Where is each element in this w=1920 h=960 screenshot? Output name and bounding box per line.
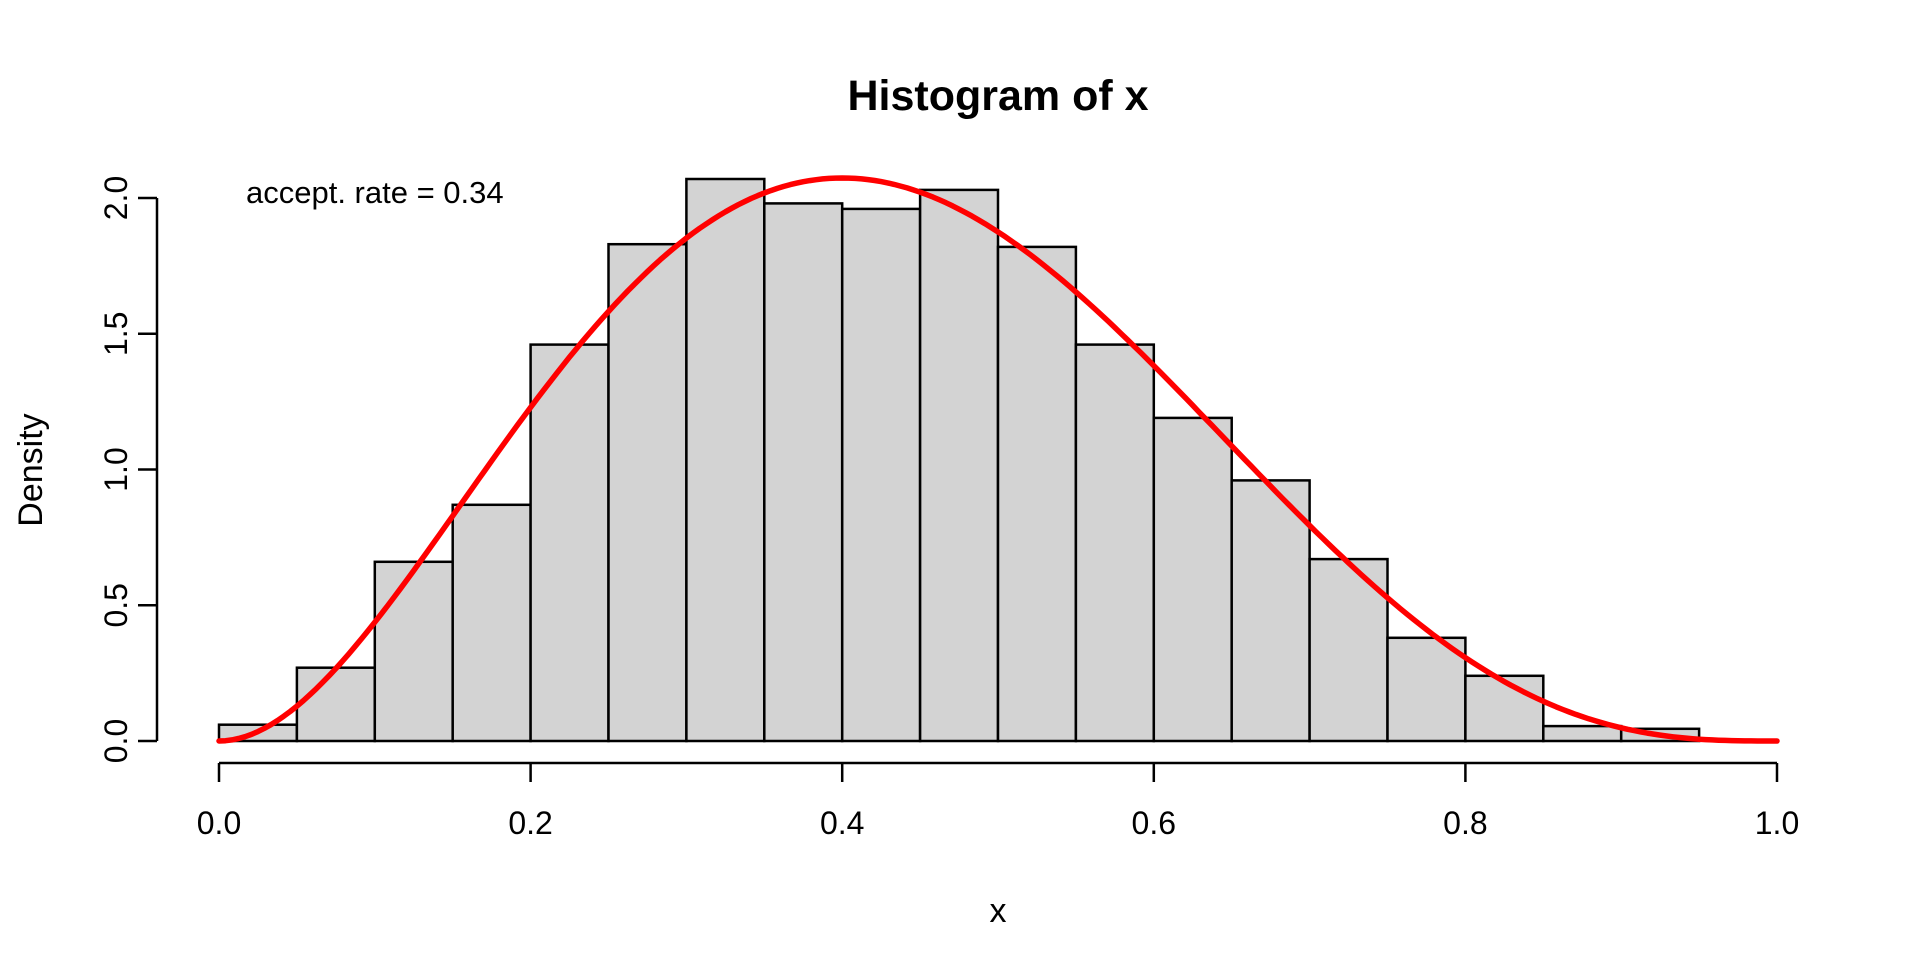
- histogram-bar: [451, 503, 532, 743]
- x-tick-label: 0.0: [197, 805, 241, 841]
- y-tick-label: 2.0: [98, 176, 134, 220]
- histogram-bar: [1074, 343, 1156, 743]
- density-curve: [216, 175, 1780, 744]
- histogram-bar: [373, 560, 454, 743]
- histogram-bar: [763, 202, 844, 743]
- x-tick-label: 0.4: [820, 805, 864, 841]
- y-tick-label: 0.5: [98, 583, 134, 627]
- histogram-bar: [1230, 479, 1311, 743]
- x-tick-label: 0.8: [1443, 805, 1487, 841]
- histogram-bar: [685, 177, 766, 743]
- histogram-bar: [1464, 674, 1545, 743]
- y-tick-label: 0.0: [98, 719, 134, 763]
- x-axis-label: x: [990, 892, 1007, 930]
- histogram-bar: [529, 343, 610, 743]
- y-tick-label: 1.0: [98, 447, 134, 491]
- histogram-bar: [607, 242, 688, 743]
- histogram-bar: [840, 207, 922, 743]
- histogram-bar: [996, 245, 1078, 743]
- x-tick-label: 1.0: [1755, 805, 1799, 841]
- histogram-bar: [918, 188, 1000, 743]
- plot-title: Histogram of x: [847, 72, 1148, 120]
- acceptance-rate-annotation: accept. rate = 0.34: [246, 175, 504, 210]
- x-tick-label: 0.6: [1132, 805, 1176, 841]
- histogram-bar: [1542, 724, 1623, 743]
- histogram-bar: [295, 666, 377, 743]
- y-axis-label: Density: [12, 413, 50, 526]
- x-axis: 0.0 0.2 0.4 0.6 0.8 1.0: [197, 761, 1799, 841]
- x-tick-label: 0.2: [508, 805, 552, 841]
- histogram-bar: [1386, 636, 1467, 743]
- histogram-bar: [1152, 416, 1233, 743]
- y-tick-label: 1.5: [98, 312, 134, 356]
- histogram-bars: [217, 177, 1701, 743]
- y-axis: 0.0 0.5 1.0 1.5 2.0: [98, 176, 159, 763]
